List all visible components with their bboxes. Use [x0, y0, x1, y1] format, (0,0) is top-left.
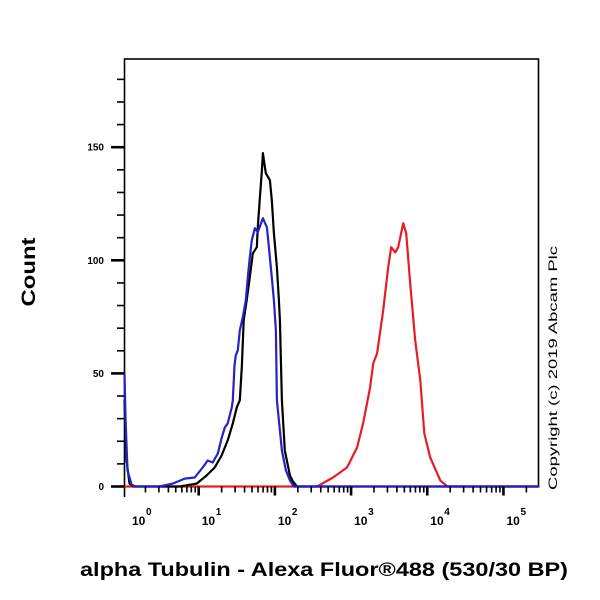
y-tick-label: 50 — [93, 369, 105, 380]
x-tick-label-base: 10 — [430, 514, 444, 528]
histogram-series-red — [123, 222, 540, 488]
x-tick-label: 103 — [354, 507, 374, 528]
y-tick-label: 0 — [98, 482, 104, 493]
y-tick-label: 150 — [87, 143, 104, 154]
copyright-notice: Copyright (c) 2019 Abcam Plc — [546, 246, 560, 490]
x-tick-label-base: 10 — [278, 514, 292, 528]
x-tick-label: 101 — [202, 507, 222, 528]
y-axis-title: Count — [19, 237, 40, 307]
x-tick-label: 100 — [132, 507, 152, 528]
y-tick-label: 100 — [87, 256, 104, 267]
x-tick-label: 104 — [430, 507, 450, 528]
x-tick-label-exponent: 0 — [146, 507, 152, 518]
x-tick-label-base: 10 — [354, 514, 368, 528]
histogram-series-blue — [123, 217, 540, 488]
histogram-series-layer — [123, 152, 540, 488]
plot-frame — [123, 58, 540, 488]
x-tick-label-base: 10 — [132, 514, 146, 528]
x-tick-label-exponent: 5 — [520, 507, 526, 518]
x-tick-label: 105 — [506, 507, 526, 528]
x-tick-label-exponent: 3 — [368, 507, 374, 518]
histogram-series-black — [123, 152, 540, 488]
x-tick-label-exponent: 4 — [444, 507, 450, 518]
x-axis-title: alpha Tubulin - Alexa Fluor®488 (530/30 … — [80, 560, 568, 581]
y-axis-ticks: 0 50 100 150 — [87, 78, 125, 493]
x-tick-label: 102 — [278, 507, 298, 528]
x-tick-label-base: 10 — [506, 514, 520, 528]
x-tick-label-exponent: 2 — [292, 507, 298, 518]
x-tick-label-base: 10 — [202, 514, 216, 528]
x-tick-label-exponent: 1 — [216, 507, 222, 518]
